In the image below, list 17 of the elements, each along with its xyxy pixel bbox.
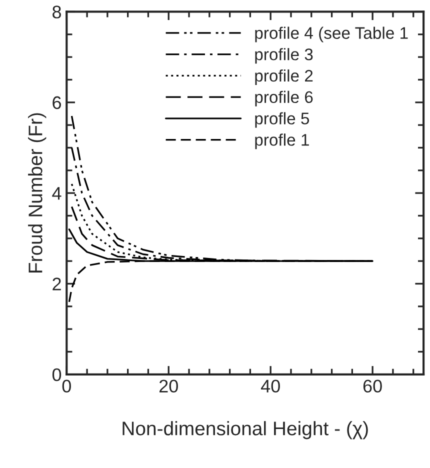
y-tick-label: 0 <box>52 368 62 382</box>
y-tick-label: 8 <box>52 6 62 18</box>
legend-label: profle 5 <box>255 112 310 128</box>
y-tick-label: 4 <box>52 187 62 200</box>
legend-label: profile 4 (see Table 1 <box>255 26 408 42</box>
x-tick-label: 60 <box>363 380 382 393</box>
x-tick-label: 0 <box>62 380 71 393</box>
x-tick-label: 40 <box>260 380 280 393</box>
x-tick-label: 20 <box>159 380 178 393</box>
legend-label: profile 2 <box>255 69 313 85</box>
x-axis-title: Non-dimensional Height - (χ) <box>122 421 368 440</box>
y-axis-title: Froud Number (Fr) <box>28 113 46 272</box>
legend-label: profle 1 <box>255 134 309 150</box>
y-tick-label: 6 <box>52 96 61 110</box>
legend-label: profile 6 <box>255 90 313 106</box>
legend-label: profile 3 <box>255 48 313 64</box>
y-tick-label: 2 <box>52 278 61 290</box>
